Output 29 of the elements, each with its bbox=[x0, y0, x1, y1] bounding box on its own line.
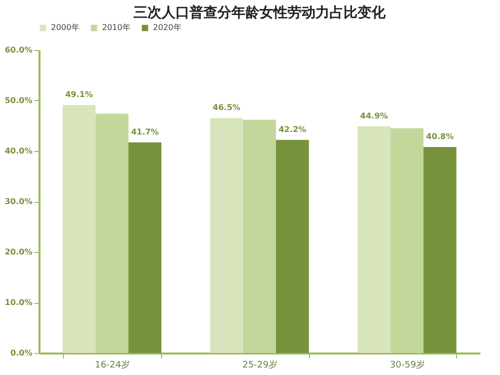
bar bbox=[210, 118, 244, 353]
bar bbox=[358, 126, 391, 353]
x-tick-label: 30-59岁 bbox=[390, 360, 426, 370]
x-tick-label: 25-29岁 bbox=[242, 360, 278, 370]
data-label: 42.2% bbox=[278, 124, 306, 134]
bar bbox=[128, 142, 162, 353]
legend-label: 2020年 bbox=[153, 23, 182, 32]
bar bbox=[62, 105, 96, 353]
y-tick-label: 0.0% bbox=[10, 348, 32, 358]
chart-title: 三次人口普查分年龄女性劳动力占比变化 bbox=[134, 4, 386, 21]
data-label: 49.1% bbox=[65, 90, 93, 100]
legend-label: 2000年 bbox=[51, 23, 80, 32]
data-label: 44.9% bbox=[360, 111, 388, 120]
bar bbox=[276, 140, 309, 353]
x-tick-label: 16-24岁 bbox=[94, 360, 130, 370]
data-label: 46.5% bbox=[212, 103, 240, 112]
y-tick-label: 40.0% bbox=[4, 146, 32, 156]
y-tick-label: 50.0% bbox=[4, 96, 32, 105]
data-label: 41.7% bbox=[131, 127, 159, 136]
y-tick-label: 30.0% bbox=[4, 197, 32, 206]
data-label: 40.8% bbox=[426, 132, 454, 141]
bar bbox=[96, 114, 128, 353]
bar bbox=[423, 146, 456, 353]
y-tick-label: 20.0% bbox=[4, 248, 32, 256]
bar bbox=[390, 128, 424, 353]
bar bbox=[243, 120, 276, 353]
legend-label: 2010年 bbox=[102, 23, 130, 32]
y-tick-label: 10.0% bbox=[4, 298, 32, 307]
y-tick-label: 60.0% bbox=[4, 46, 32, 54]
